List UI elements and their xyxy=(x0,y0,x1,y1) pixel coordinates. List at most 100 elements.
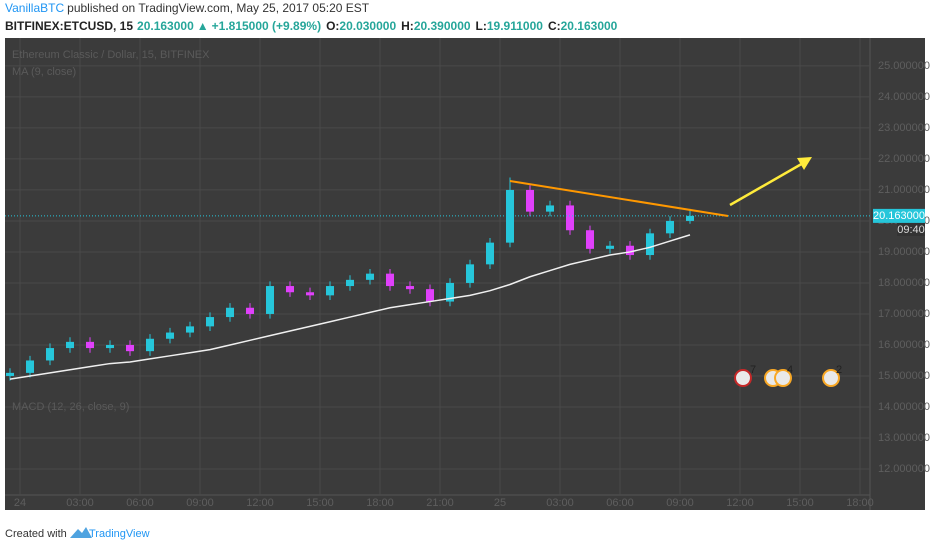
x-tick-label: 18:00 xyxy=(846,497,874,509)
brand[interactable]: TradingView xyxy=(89,528,150,540)
y-tick-label: 23.000000 xyxy=(878,122,930,134)
y-tick-label: 19.000000 xyxy=(878,246,930,258)
last: 20.163000 xyxy=(137,19,194,33)
countdown-box xyxy=(897,223,925,236)
event-flag[interactable] xyxy=(822,369,840,387)
x-tick-label: 18:00 xyxy=(366,497,394,509)
arrow-head xyxy=(797,157,812,170)
change: +1.815000 (+9.89%) xyxy=(212,19,321,33)
x-tick-label: 06:00 xyxy=(606,497,634,509)
series-title: Ethereum Classic / Dollar, 15, BITFINEX xyxy=(12,49,210,61)
x-tick-label: 25 xyxy=(494,497,506,509)
candle-body xyxy=(646,233,654,256)
ma-title: MA (9, close) xyxy=(12,66,76,78)
x-tick-label: 12:00 xyxy=(726,497,754,509)
published: published on TradingView.com, May 25, 20… xyxy=(67,1,370,15)
candle-body xyxy=(286,286,294,293)
x-tick-label: 21:00 xyxy=(426,497,454,509)
event-flags: 7 4 2 xyxy=(734,364,842,387)
quote-line: BITFINEX:ETCUSD, 15 20.163000 ▲ +1.815000 (… xyxy=(5,19,618,33)
x-tick-label: 15:00 xyxy=(786,497,814,509)
event-count: 7 xyxy=(750,364,756,376)
candle-body xyxy=(546,205,554,212)
x-tick-label: 03:00 xyxy=(66,497,94,509)
symbol: BITFINEX:ETCUSD, 15 xyxy=(5,19,133,33)
y-tick-label: 14.000000 xyxy=(878,401,930,413)
candle-body xyxy=(206,317,214,327)
candle-body xyxy=(346,279,354,287)
candle-body xyxy=(366,273,374,280)
x-tick-label: 03:00 xyxy=(546,497,574,509)
x-tick-label: 15:00 xyxy=(306,497,334,509)
candle-body xyxy=(666,220,674,234)
candle-body xyxy=(246,307,254,314)
y-tick-label: 16.000000 xyxy=(878,339,930,351)
y-tick-label: 25.000000 xyxy=(878,60,930,72)
candle-body xyxy=(66,341,74,349)
candle-body xyxy=(26,360,34,373)
l-label: L: xyxy=(476,19,487,33)
candle-body xyxy=(6,372,14,376)
arrow-line xyxy=(729,160,806,207)
grid: 12.000000 13.000000 14.000000 15.000000 16.0… xyxy=(5,38,930,509)
h-label: H: xyxy=(401,19,414,33)
candle-body xyxy=(86,341,94,349)
price-label-box xyxy=(873,208,925,223)
x-tick-label: 09:00 xyxy=(666,497,694,509)
candle-body xyxy=(46,348,54,361)
y-tick-label: 24.000000 xyxy=(878,91,930,103)
l: 19.911000 xyxy=(487,19,543,33)
candle-body xyxy=(326,286,334,296)
candle-body xyxy=(306,292,314,296)
y-tick-label: 13.000000 xyxy=(878,432,930,444)
candle-body xyxy=(446,282,454,302)
macd-title: MACD (12, 26, close, 9) xyxy=(12,401,129,413)
c: 20.163000 xyxy=(561,19,618,33)
x-tick-label: 09:00 xyxy=(186,497,214,509)
trend-line xyxy=(509,180,729,217)
candle-body xyxy=(586,230,594,249)
candle-body xyxy=(566,205,574,231)
ma-line xyxy=(9,234,691,380)
x-tick-label: 06:00 xyxy=(126,497,154,509)
arrow: ▲ xyxy=(197,19,209,33)
event-flag[interactable] xyxy=(734,369,752,387)
c-label: C: xyxy=(548,19,561,33)
event-count: 2 xyxy=(836,364,842,376)
candle-body xyxy=(406,286,414,290)
candle-body xyxy=(106,344,114,349)
candle-body xyxy=(146,338,154,352)
candle-body xyxy=(486,242,494,265)
author[interactable]: VanillaBTC xyxy=(5,1,64,15)
event-flag[interactable] xyxy=(774,369,792,387)
candle-body xyxy=(126,344,134,352)
x-tick-label: 12:00 xyxy=(246,497,274,509)
y-tick-label: 21.000000 xyxy=(878,184,930,196)
x-tick-label: 24 xyxy=(14,497,26,509)
candle-body xyxy=(466,264,474,283)
event-count: 4 xyxy=(787,364,793,376)
candle-body xyxy=(606,245,614,249)
y-tick-label: 17.000000 xyxy=(878,308,930,320)
header-line: VanillaBTC published on TradingView.com, … xyxy=(5,1,370,15)
candle-body xyxy=(526,189,534,212)
logo xyxy=(70,527,92,538)
h: 20.390000 xyxy=(414,19,471,33)
price-label: 20.163000 xyxy=(873,210,925,222)
candle-body xyxy=(626,245,634,256)
created-with: Created with xyxy=(5,528,67,540)
candle-body xyxy=(166,332,174,339)
candle-body xyxy=(266,286,274,314)
candle-body xyxy=(426,289,434,302)
y-tick-label: 22.000000 xyxy=(878,153,930,165)
candle-body xyxy=(226,307,234,318)
y-tick-label: 18.000000 xyxy=(878,277,930,289)
countdown: 09:40 xyxy=(897,224,925,236)
y-tick-label: 12.000000 xyxy=(878,463,930,475)
candle-body xyxy=(686,215,694,221)
o: 20.030000 xyxy=(339,19,396,33)
o-label: O: xyxy=(326,19,339,33)
y-tick-label: 15.000000 xyxy=(878,370,930,382)
chart-background xyxy=(5,38,925,510)
